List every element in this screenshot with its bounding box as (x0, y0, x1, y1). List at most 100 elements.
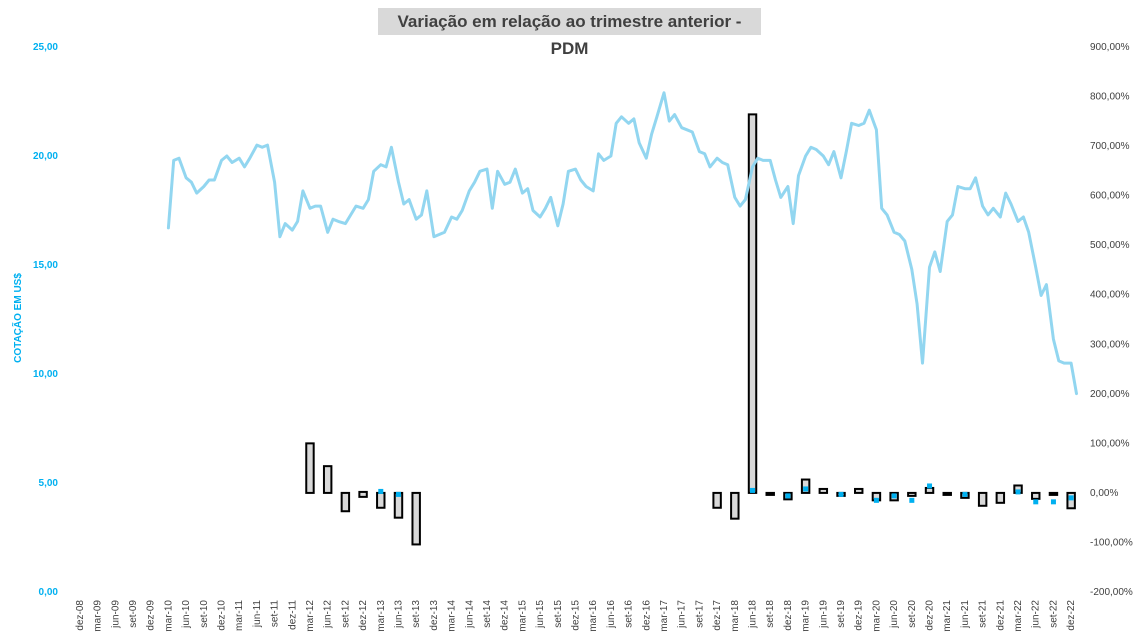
x-tick-label: dez-09 (146, 600, 157, 631)
x-tick-label: set-10 (199, 600, 210, 628)
chart-title: Variação em relação ao trimestre anterio… (378, 8, 761, 58)
right-tick-label: 800,00% (1090, 92, 1130, 103)
percent-bar (818, 487, 829, 494)
x-tick-label: set-22 (1048, 600, 1059, 628)
left-tick-label: 5,00 (39, 478, 59, 489)
percent-bar (411, 491, 421, 546)
x-tick-label: dez-13 (429, 600, 440, 631)
left-axis-ticks: 0,00 5,00 10,00 15,00 20,00 25,00 (33, 42, 58, 598)
percent-bar (854, 487, 864, 494)
percent-marker (1033, 499, 1039, 505)
right-tick-label: 200,00% (1090, 389, 1130, 400)
x-tick-label: dez-08 (75, 600, 86, 631)
x-tick-label: mar-09 (93, 600, 104, 632)
right-tick-label: 700,00% (1090, 141, 1130, 152)
percent-marker (378, 488, 384, 494)
x-tick-label: set-18 (765, 600, 776, 628)
x-tick-label: jun-16 (606, 600, 617, 629)
price-line-group (166, 91, 1078, 396)
percent-bar (340, 491, 351, 513)
x-tick-label: dez-18 (783, 600, 794, 631)
x-tick-label: jun-14 (464, 600, 475, 629)
x-tick-label: set-09 (128, 600, 139, 628)
percent-marker (891, 493, 897, 499)
x-tick-label: mar-12 (305, 600, 316, 632)
x-tick-label: set-20 (907, 600, 918, 628)
x-tick-label: dez-19 (854, 600, 865, 631)
x-tick-label: mar-11 (234, 600, 245, 631)
percent-bar (1048, 491, 1059, 496)
x-tick-label: dez-22 (1066, 600, 1077, 631)
x-tick-label: mar-16 (588, 600, 599, 632)
percent-marker (873, 497, 879, 503)
x-tick-label: dez-21 (995, 600, 1006, 631)
x-tick-label: mar-22 (1013, 600, 1024, 632)
percent-marker (785, 493, 791, 499)
x-tick-label: mar-20 (871, 600, 882, 632)
right-tick-label: -100,00% (1090, 537, 1133, 548)
percent-marker (803, 486, 809, 492)
left-tick-label: 15,00 (33, 260, 58, 271)
percent-marker (1068, 495, 1074, 501)
percent-bar (305, 442, 315, 494)
percent-markers-group (378, 483, 1074, 505)
left-tick-label: 0,00 (39, 587, 59, 598)
x-tick-label: set-13 (411, 600, 422, 628)
x-tick-label: jun-13 (393, 600, 404, 629)
price-line (166, 91, 1078, 396)
percent-bars-group (305, 113, 1076, 546)
right-tick-label: 100,00% (1090, 438, 1130, 449)
percent-marker (1015, 489, 1021, 495)
x-tick-label: jun-22 (1031, 600, 1042, 629)
x-tick-label: dez-16 (641, 600, 652, 631)
right-tick-label: 300,00% (1090, 339, 1130, 350)
percent-bar (995, 491, 1006, 504)
percent-bar (800, 478, 811, 494)
x-tick-label: set-19 (836, 600, 847, 628)
y-axis-label: COTAÇÃO EM US$ (11, 273, 24, 363)
x-tick-label: jun-18 (748, 600, 759, 629)
x-tick-label: jun-11 (252, 600, 263, 628)
percent-bar (924, 486, 935, 494)
percent-bar (730, 491, 740, 520)
right-tick-label: -200,00% (1090, 587, 1133, 598)
percent-bar (977, 491, 988, 507)
x-tick-label: jun-10 (181, 600, 192, 629)
x-tick-label: jun-20 (889, 600, 900, 629)
right-tick-label: 500,00% (1090, 240, 1130, 251)
percent-marker (750, 487, 756, 493)
percent-marker (395, 491, 401, 497)
x-tick-label: jun-17 (677, 600, 688, 629)
x-tick-label: dez-14 (500, 600, 511, 631)
x-tick-label: mar-15 (517, 600, 528, 632)
x-tick-label: set-21 (978, 600, 989, 628)
x-tick-label: mar-13 (376, 600, 387, 632)
right-tick-label: 0,00% (1090, 488, 1118, 499)
percent-bar (942, 491, 952, 496)
percent-marker (838, 491, 844, 497)
left-tick-label: 10,00 (33, 369, 58, 380)
percent-bar (1031, 491, 1041, 500)
x-tick-label: dez-15 (571, 600, 582, 631)
x-tick-label: set-16 (624, 600, 635, 628)
percent-marker (909, 497, 915, 503)
x-tick-label: dez-12 (358, 600, 369, 631)
percent-bar (712, 491, 722, 509)
x-tick-label: mar-18 (730, 600, 741, 632)
x-tick-label: jun-21 (960, 600, 971, 629)
x-tick-label: set-15 (553, 600, 564, 628)
percent-marker (962, 491, 968, 497)
x-tick-label: mar-10 (163, 600, 174, 632)
x-axis-ticks: dez-08 mar-09 jun-09 set-09 dez-09 mar-10 jun-… (75, 600, 1077, 632)
x-tick-label: mar-14 (447, 600, 458, 632)
percent-bar (358, 490, 368, 498)
x-tick-label: set-17 (694, 600, 705, 628)
x-tick-label: mar-17 (659, 600, 670, 632)
right-axis-ticks: -200,00% -100,00% 0,00% 100,00% 200,00% 300,0… (1090, 42, 1133, 598)
x-tick-label: mar-21 (942, 600, 953, 632)
x-tick-label: dez-11 (287, 600, 298, 630)
percent-bar (1066, 491, 1076, 510)
x-tick-label: set-14 (482, 600, 493, 628)
x-tick-label: set-11 (270, 600, 281, 627)
